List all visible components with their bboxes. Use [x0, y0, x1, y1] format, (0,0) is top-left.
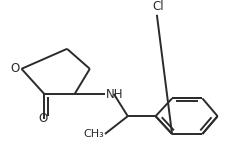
Text: CH₃: CH₃ [83, 129, 103, 139]
Text: O: O [11, 62, 20, 75]
Text: O: O [38, 112, 47, 125]
Text: NH: NH [106, 88, 123, 101]
Text: Cl: Cl [152, 0, 163, 13]
